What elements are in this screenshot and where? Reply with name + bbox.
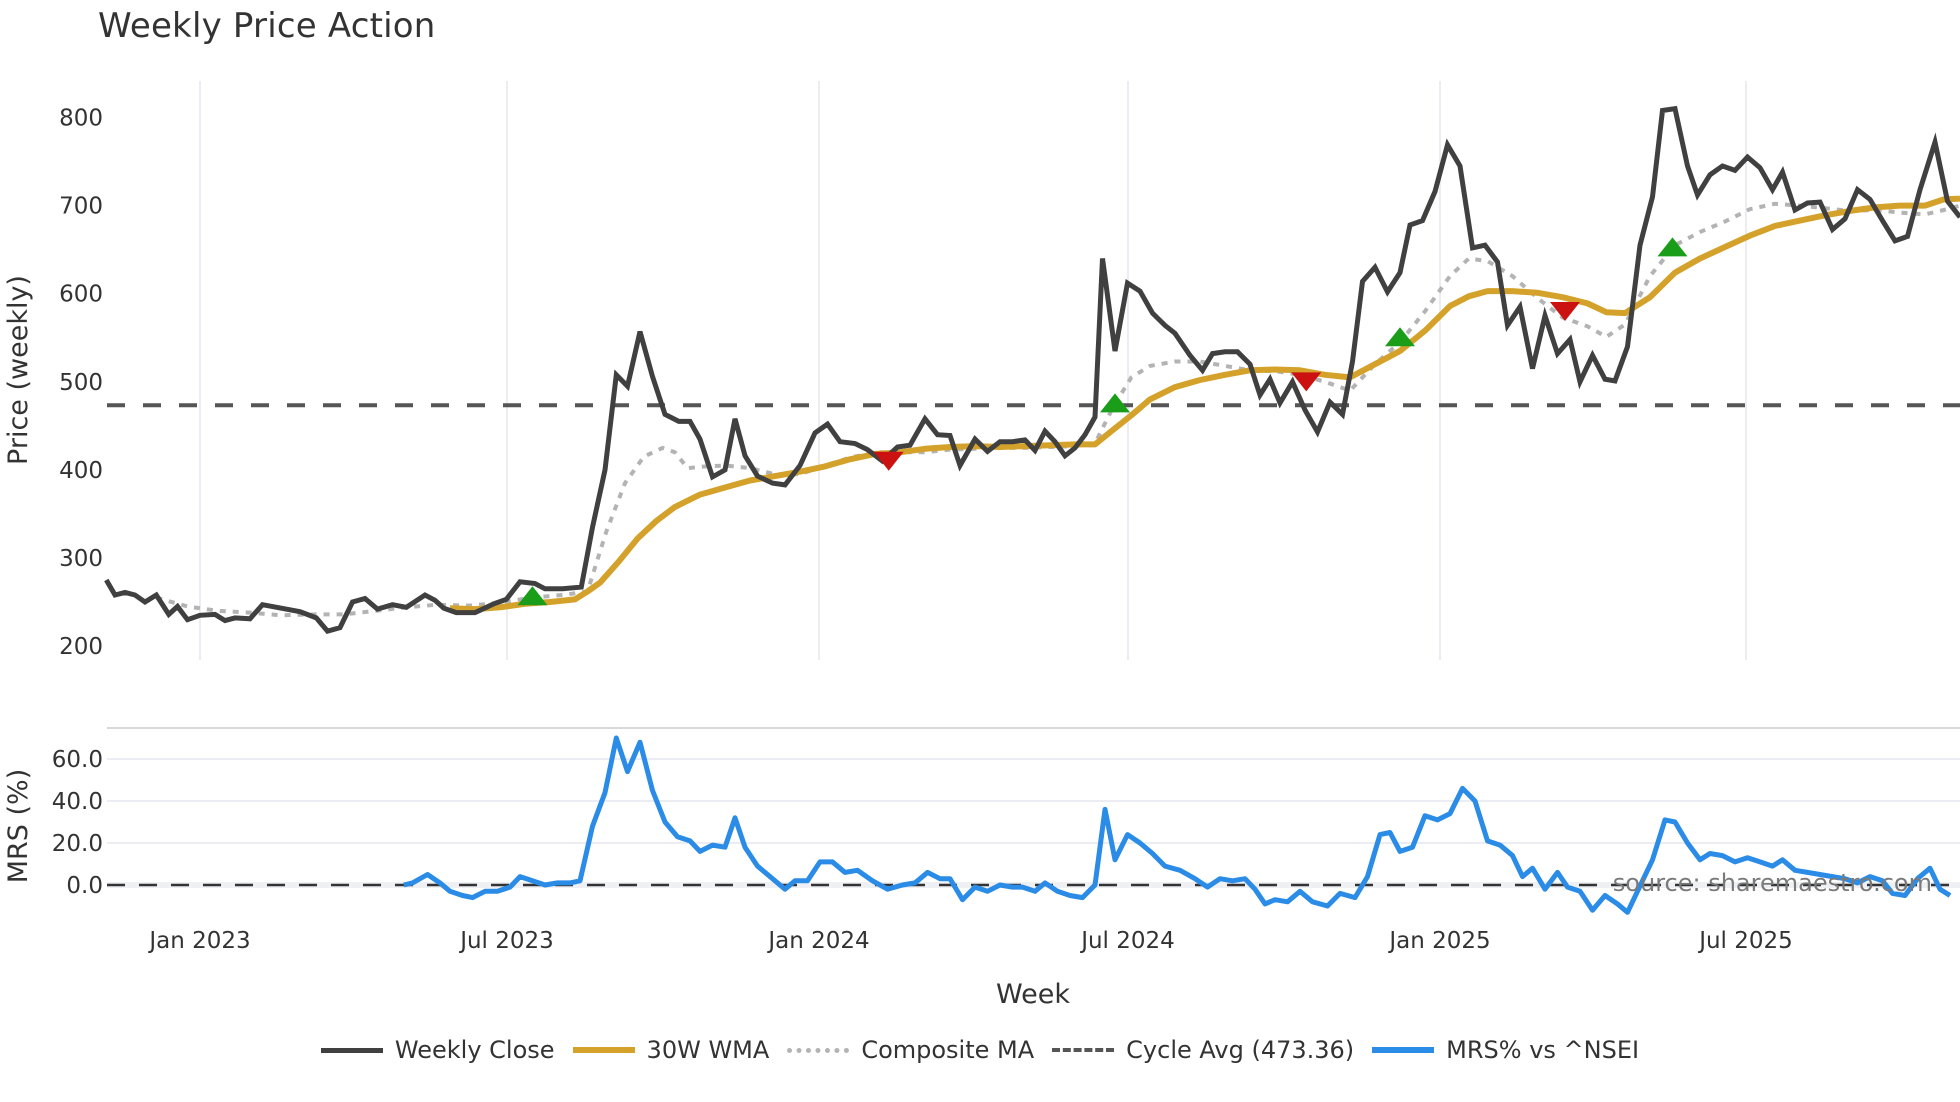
price-y-tick-label: 800: [59, 106, 103, 132]
price-y-axis-title: Price (weekly): [3, 275, 34, 465]
legend-swatch-dotted-gray: [787, 1047, 850, 1053]
legend-label: MRS% vs ^NSEI: [1446, 1036, 1640, 1064]
price-y-tick-label: 200: [59, 634, 103, 660]
legend-swatch-solid-gold: [572, 1047, 635, 1053]
mrs-y-ticks: 0.0 20.0 40.0 60.0: [52, 747, 103, 899]
price-y-tick-label: 700: [59, 194, 103, 220]
buy-triangle-icon: [1385, 327, 1415, 347]
legend-swatch-solid-dark: [320, 1047, 383, 1053]
sell-triangle-icon: [873, 451, 904, 471]
mrs-y-tick-label: 20.0: [52, 831, 103, 857]
legend: Weekly Close 30W WMA Composite MA Cycle …: [0, 1036, 1960, 1064]
buy-triangle-icon: [1100, 393, 1130, 413]
legend-swatch-dashed-gray: [1052, 1048, 1115, 1052]
price-y-ticks: 200 300 400 500 600 700 800: [59, 106, 103, 661]
x-axis-title: Week: [996, 979, 1070, 1010]
price-gridlines: [199, 81, 1747, 660]
sell-triangle-icon: [1550, 301, 1580, 321]
legend-item-composite-ma[interactable]: Composite MA: [787, 1036, 1034, 1064]
x-tick-label: Jul 2025: [1697, 928, 1793, 954]
legend-label: Composite MA: [861, 1036, 1035, 1064]
price-y-tick-label: 600: [59, 282, 103, 308]
mrs-y-tick-label: 40.0: [52, 789, 103, 815]
legend-label: Weekly Close: [394, 1036, 555, 1064]
price-y-tick-label: 500: [59, 370, 103, 396]
sell-triangle-icon: [1291, 372, 1322, 392]
wma-30w-line: [449, 195, 1960, 613]
buy-triangle-icon: [517, 586, 548, 606]
price-y-tick-label: 400: [59, 458, 103, 484]
mrs-gridlines: [107, 758, 1960, 888]
source-note: source: sharemaestro.com: [1613, 869, 1932, 897]
mrs-line: [403, 735, 1952, 915]
x-tick-label: Jul 2023: [458, 928, 554, 954]
mrs-y-tick-label: 0.0: [66, 873, 103, 899]
legend-item-30w-wma[interactable]: 30W WMA: [572, 1036, 770, 1064]
legend-item-mrs[interactable]: MRS% vs ^NSEI: [1372, 1036, 1639, 1064]
x-tick-label: Jan 2024: [766, 928, 869, 954]
legend-swatch-solid-blue: [1372, 1047, 1435, 1053]
buy-triangle-icon: [1657, 237, 1688, 257]
legend-item-weekly-close[interactable]: Weekly Close: [320, 1036, 555, 1064]
mrs-y-axis-title: MRS (%): [3, 769, 34, 884]
legend-label: 30W WMA: [646, 1036, 770, 1064]
chart-title: Weekly Price Action: [98, 6, 436, 46]
x-tick-label: Jan 2023: [147, 928, 250, 954]
x-tick-label: Jul 2024: [1079, 928, 1175, 954]
x-tick-label: Jan 2025: [1387, 928, 1490, 954]
legend-item-cycle-avg[interactable]: Cycle Avg (473.36): [1052, 1036, 1354, 1064]
price-y-tick-label: 300: [59, 546, 103, 572]
weekly-close-line: [104, 105, 1960, 634]
mrs-y-tick-label: 60.0: [52, 747, 103, 773]
legend-label: Cycle Avg (473.36): [1126, 1036, 1355, 1064]
x-ticks: Jan 2023 Jul 2023 Jan 2024 Jul 2024 Jan 2025…: [147, 928, 1792, 954]
signal-markers: [517, 237, 1688, 606]
